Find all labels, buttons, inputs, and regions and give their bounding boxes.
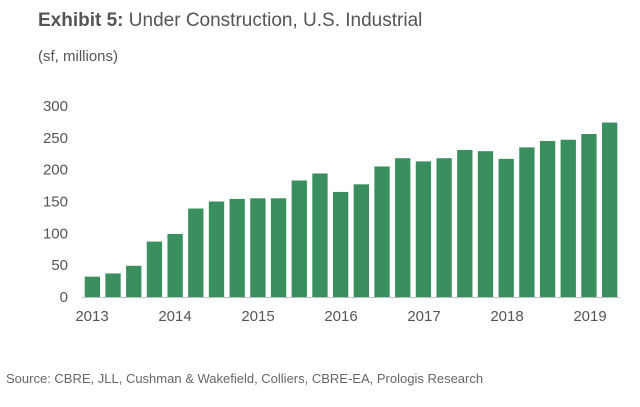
bar: [539, 141, 556, 297]
x-tick-label: 2018: [490, 308, 523, 325]
y-tick-label: 150: [43, 194, 68, 211]
x-tick-label: 2019: [573, 308, 606, 325]
bar: [291, 180, 307, 297]
bar: [395, 158, 411, 297]
bar: [436, 158, 452, 297]
bar: [374, 166, 390, 297]
bar: [457, 149, 473, 297]
x-tick-label: 2015: [241, 308, 274, 325]
bar: [333, 191, 349, 297]
bar: [167, 233, 183, 297]
bar: [498, 158, 514, 297]
bar: [105, 273, 121, 297]
y-tick-label: 50: [51, 257, 68, 274]
chart-title: Exhibit 5: Under Construction, U.S. Indu…: [38, 10, 422, 32]
exhibit-label: Exhibit 5:: [38, 10, 124, 31]
bar: [270, 198, 287, 297]
units-label: (sf, millions): [38, 48, 119, 65]
bar: [188, 208, 204, 297]
bar: [250, 198, 266, 297]
y-tick-label: 250: [43, 130, 68, 147]
y-tick-label: 300: [43, 98, 68, 115]
bar: [312, 173, 328, 297]
bar: [415, 161, 432, 297]
bar: [208, 201, 225, 297]
bar: [229, 198, 245, 297]
x-tick-label: 2017: [407, 308, 440, 325]
x-tick-label: 2013: [75, 308, 108, 325]
bar: [353, 184, 369, 297]
bar: [560, 139, 576, 297]
y-tick-label: 0: [60, 289, 68, 306]
title-text: Under Construction, U.S. Industrial: [128, 10, 423, 31]
y-tick-label: 100: [43, 225, 68, 242]
bar: [581, 134, 597, 297]
bar: [84, 276, 100, 297]
bar: [146, 241, 163, 297]
bar: [477, 151, 494, 297]
bar: [519, 147, 535, 297]
bar: [602, 122, 618, 297]
bar-chart: 0 50 100 150 200 250 300 2013 2014 2015 2016 2017 20…: [43, 98, 620, 325]
x-tick-label: 2014: [158, 308, 191, 325]
y-tick-label: 200: [43, 162, 68, 179]
bar: [126, 265, 142, 297]
x-tick-label: 2016: [324, 308, 357, 325]
source-note: Source: CBRE, JLL, Cushman & Wakefield, …: [6, 371, 484, 386]
